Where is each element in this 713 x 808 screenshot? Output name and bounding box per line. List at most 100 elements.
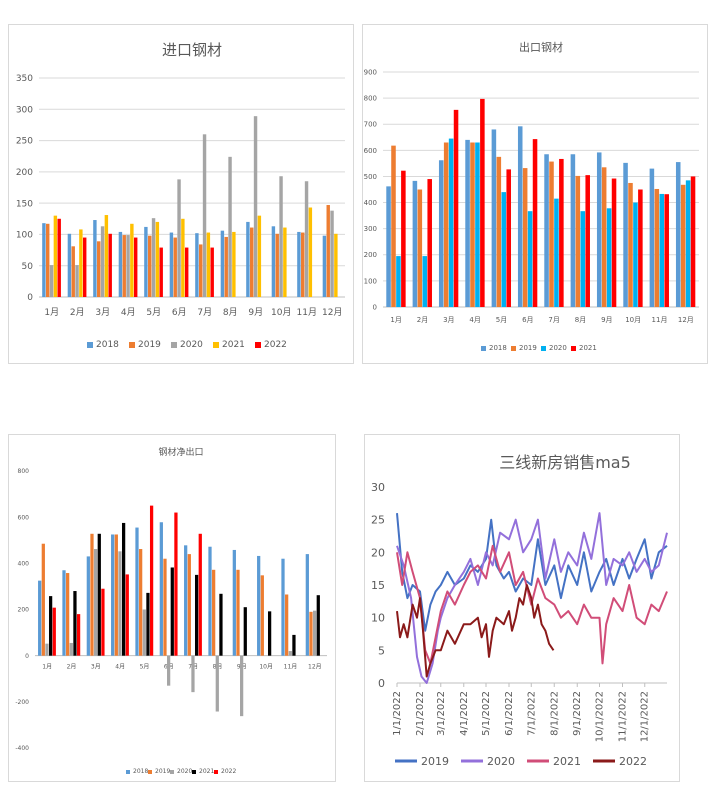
bar-2021: [104, 215, 109, 297]
bar-2018: [38, 580, 42, 656]
bar-2021: [506, 169, 511, 307]
legend-label: 2022: [221, 768, 236, 775]
tier3-housing-sales-svg: 三线新房销售ma5 0 5 10 15 20 25 30 1/1/2022 2/1/2022 3/1…: [371, 453, 668, 768]
bar-2018: [322, 235, 327, 297]
legend-label: 2021: [222, 340, 245, 350]
bar-2019: [97, 241, 101, 297]
bar-2020: [633, 202, 638, 307]
bar-2020: [142, 609, 146, 656]
import-steel-chart: 进口钢材 0 50 100 150 200 250 300 350 1月 2月 3月 4月 5月 6月 7月 8…: [8, 24, 354, 364]
y-tick-label: 15: [371, 579, 385, 592]
bar-2021: [308, 207, 313, 297]
bar-2020: [253, 116, 258, 297]
legend-swatch-2018: [481, 346, 486, 351]
bar-2020: [191, 655, 195, 693]
bar-2021: [232, 231, 236, 297]
bar-2020: [659, 193, 665, 307]
bar-2022: [133, 237, 138, 297]
legend-label: 2022: [619, 755, 647, 768]
legend-label: 2019: [155, 768, 170, 775]
bar-2022: [198, 533, 202, 656]
bar-2020: [580, 211, 586, 307]
x-category-label: 1月: [390, 316, 401, 324]
bar-2021: [480, 98, 485, 308]
bar-2020: [313, 610, 317, 656]
bar-2021: [664, 194, 669, 307]
bar-2020: [100, 226, 105, 297]
bar-2020: [177, 179, 181, 297]
bar-2021: [638, 189, 643, 307]
bar-2018: [491, 129, 497, 307]
bar-2018: [570, 154, 576, 307]
y-tick-label: 500: [364, 173, 377, 181]
bar-2020: [45, 643, 49, 656]
bar-2018: [271, 226, 276, 297]
bar-2019: [601, 167, 607, 307]
y-tick-label: 10: [371, 612, 385, 625]
legend-swatch-2022: [255, 342, 261, 348]
x-tick-label: 4/1/2022: [459, 691, 470, 736]
bar-2021: [690, 176, 696, 307]
bar-2019: [326, 205, 330, 297]
bar-2018: [220, 230, 225, 297]
bar-2018: [159, 522, 163, 656]
bar-2018: [144, 226, 148, 297]
x-category-label: 6月: [522, 316, 533, 324]
bar-2021: [155, 221, 160, 297]
x-category-label: 5月: [140, 664, 150, 671]
bar-2022: [57, 218, 61, 297]
bar-2020: [527, 211, 533, 307]
legend-swatch-2019: [129, 342, 135, 348]
bar-2020: [151, 218, 156, 297]
x-category-label: 5月: [496, 316, 507, 324]
bar-2019: [470, 142, 475, 307]
bar-2021: [611, 178, 617, 307]
bar-2018: [257, 555, 261, 656]
bar-2018: [675, 162, 681, 307]
x-category-label: 7月: [197, 307, 212, 318]
bar-2020: [202, 134, 207, 297]
legend-swatch-2018: [126, 770, 130, 774]
bar-2020: [94, 549, 98, 656]
bar-2022: [174, 512, 178, 656]
y-tick-label: 600: [18, 514, 30, 521]
legend-swatch-2020: [170, 770, 174, 774]
bar-2021: [532, 139, 538, 307]
bar-2019: [71, 246, 75, 297]
bar-2019: [66, 573, 70, 656]
bar-2021: [181, 218, 185, 297]
bar-2018: [169, 232, 174, 297]
bar-2020: [304, 181, 309, 297]
bar-2019: [391, 145, 396, 307]
y-tick-label: 0: [373, 303, 377, 311]
y-tick-label: 800: [18, 468, 30, 475]
y-tick-label: 100: [16, 231, 33, 241]
bar-2019: [212, 569, 216, 656]
bar-2021: [283, 227, 287, 297]
bar-2018: [62, 570, 66, 656]
bar-2018: [246, 221, 250, 297]
bar-2018: [544, 154, 549, 307]
legend-label: 2020: [549, 344, 567, 352]
y-tick-label: 800: [364, 95, 377, 103]
bar-2020: [167, 655, 171, 686]
bar-2020: [228, 156, 232, 297]
bar-2018: [93, 220, 97, 297]
bar-2022: [108, 233, 112, 297]
x-tick-label: 8/1/2022: [549, 691, 560, 736]
bar-2021: [121, 522, 126, 656]
bar-2018: [135, 527, 139, 656]
y-tick-label: 0: [27, 293, 33, 303]
x-category-label: 1月: [42, 664, 52, 671]
y-tick-label: 30: [371, 481, 385, 494]
y-tick-label: 0: [378, 677, 385, 690]
bar-2019: [173, 237, 177, 297]
legend-swatch-2021: [571, 346, 576, 351]
tier3-housing-sales-chart: 三线新房销售ma5 0 5 10 15 20 25 30 1/1/2022 2/1/2022 3/1…: [364, 434, 680, 782]
bar-2021: [219, 593, 223, 656]
bar-2020: [279, 176, 283, 297]
x-category-label: 11月: [652, 316, 668, 324]
legend-label: 2019: [519, 344, 537, 352]
bar-2019: [46, 223, 50, 297]
bar-2021: [53, 215, 58, 297]
